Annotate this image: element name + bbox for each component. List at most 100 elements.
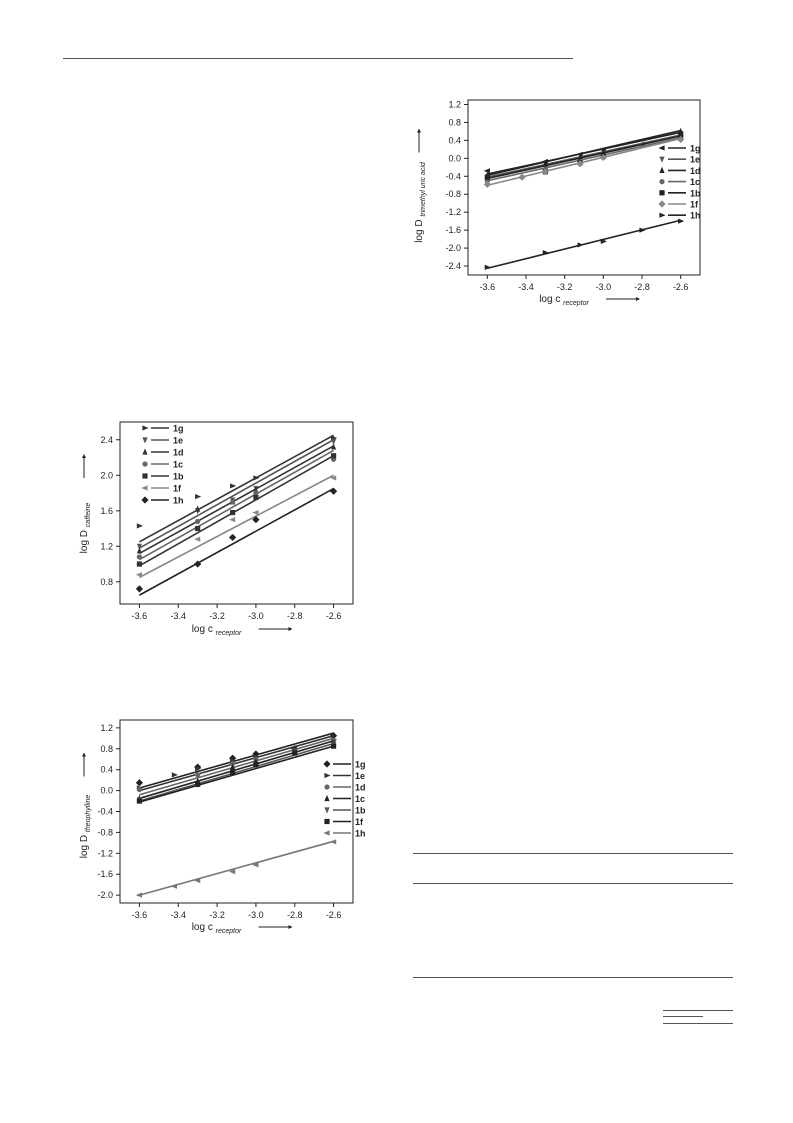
y-tick-label: 0.8	[448, 117, 461, 127]
fit-line-1c	[139, 449, 334, 561]
y-tick-label: -0.4	[97, 807, 113, 817]
legend-label: 1f	[355, 817, 364, 827]
y-tick-label: -2.0	[97, 890, 113, 900]
legend-label: 1c	[690, 177, 700, 187]
data-point-1g	[135, 779, 144, 787]
legend-item-1e: 1e	[142, 436, 183, 446]
legend-item-1e: 1e	[324, 771, 365, 781]
data-point-1g	[136, 523, 144, 529]
legend-label: 1f	[690, 200, 699, 210]
legend-item-1d: 1d	[659, 166, 701, 176]
data-point-1h	[135, 892, 143, 898]
data-point-1f	[518, 173, 526, 181]
y-tick-label: -1.6	[97, 869, 113, 879]
fit-line-1h	[487, 219, 681, 270]
table-top-rule	[413, 853, 733, 854]
data-point-1b	[484, 174, 490, 180]
legend-label: 1e	[173, 436, 183, 446]
data-point-1d	[230, 760, 236, 766]
x-tick-label: -3.6	[132, 611, 148, 621]
x-tick-label: -3.0	[596, 282, 612, 292]
data-point-1h	[542, 249, 549, 256]
data-point-1h	[135, 585, 144, 593]
series-1g	[135, 732, 338, 789]
data-point-1d	[678, 127, 684, 135]
data-point-1g	[253, 475, 260, 481]
y-tick-label: 1.2	[100, 723, 113, 733]
legend-item-1c: 1c	[659, 177, 700, 187]
data-point-1b	[330, 453, 337, 459]
data-point-1d	[136, 547, 143, 554]
x-tick-label: -3.0	[248, 611, 264, 621]
data-point-1e	[171, 772, 178, 778]
legend-label: 1d	[355, 783, 365, 793]
trimethyl-uric-acid-chart: -3.6 -3.4 -3.2 -3.0 -2.8 -2.6 -2.4 -2.0 -1.6 -1.2…	[414, 99, 701, 307]
legend-item-1d: 1d	[142, 448, 184, 458]
y-tick-label: 2.4	[100, 435, 113, 445]
fit-line-1d	[487, 129, 681, 177]
x-axis-label: log c receptor	[192, 624, 242, 637]
series-1c	[136, 449, 337, 561]
legend-marker	[658, 145, 665, 151]
data-point-1e	[136, 543, 143, 550]
fit-line-1e	[139, 734, 334, 792]
data-point-1b	[253, 494, 259, 501]
legend-item-1h: 1h	[323, 829, 365, 839]
fit-line-1c	[487, 136, 681, 182]
legend-label: 1g	[690, 144, 701, 154]
footer-rule-3	[663, 1023, 733, 1024]
plot-frame	[119, 421, 354, 605]
legend-label: 1d	[173, 448, 184, 458]
data-point-1f	[230, 769, 236, 775]
legend-label: 1c	[173, 460, 183, 470]
data-point-1f	[195, 781, 201, 787]
legend-item-1f: 1f	[324, 817, 364, 827]
y-axis-arrowhead	[82, 454, 86, 458]
legend-label: 1g	[355, 760, 365, 770]
legend-label: 1f	[173, 484, 182, 494]
y-tick-label: 0.0	[100, 786, 113, 796]
legend-marker	[659, 156, 665, 163]
series-1d	[136, 443, 337, 555]
series-1c	[484, 135, 684, 184]
x-axis-label: log c receptor	[192, 922, 242, 935]
data-point-1d	[136, 786, 143, 793]
x-tick-label: -2.8	[634, 282, 650, 292]
data-point-1c	[253, 490, 259, 496]
data-point-1h	[678, 218, 685, 224]
legend-label: 1h	[355, 829, 365, 839]
data-point-1f	[330, 743, 337, 749]
y-tick-label: -0.4	[445, 171, 461, 181]
legend-item-1g: 1g	[142, 424, 184, 434]
data-point-1e	[330, 438, 337, 446]
x-tick-label: -3.6	[480, 282, 496, 292]
legend-marker	[659, 166, 665, 173]
x-tick-label: -3.4	[170, 910, 186, 920]
data-point-1c	[230, 499, 236, 505]
x-tick-label: -2.8	[287, 611, 303, 621]
data-point-1g	[195, 493, 202, 500]
fit-line-1e	[139, 439, 334, 549]
legend-label: 1d	[690, 166, 701, 176]
fit-line-1h	[139, 487, 334, 596]
legend-marker	[324, 818, 330, 825]
y-tick-label: 1.2	[448, 99, 461, 109]
data-point-1f	[229, 517, 236, 523]
legend-marker	[324, 794, 330, 802]
fit-line-1d	[139, 445, 334, 555]
data-point-1h	[639, 227, 646, 233]
data-point-1f	[194, 536, 201, 542]
legend-marker	[141, 496, 149, 504]
legend-item-1c: 1c	[142, 460, 183, 470]
footer-rule-2	[663, 1016, 703, 1017]
legend-marker	[142, 448, 148, 455]
legend-marker	[323, 830, 330, 836]
legend-label: 1b	[355, 806, 365, 816]
x-tick-label: -3.4	[518, 282, 534, 292]
data-point-1h	[484, 264, 491, 270]
data-point-1g	[230, 483, 237, 489]
x-tick-label: -2.6	[326, 910, 342, 920]
data-point-1h	[229, 533, 237, 542]
legend-marker	[324, 784, 330, 790]
data-point-1c	[230, 763, 236, 770]
